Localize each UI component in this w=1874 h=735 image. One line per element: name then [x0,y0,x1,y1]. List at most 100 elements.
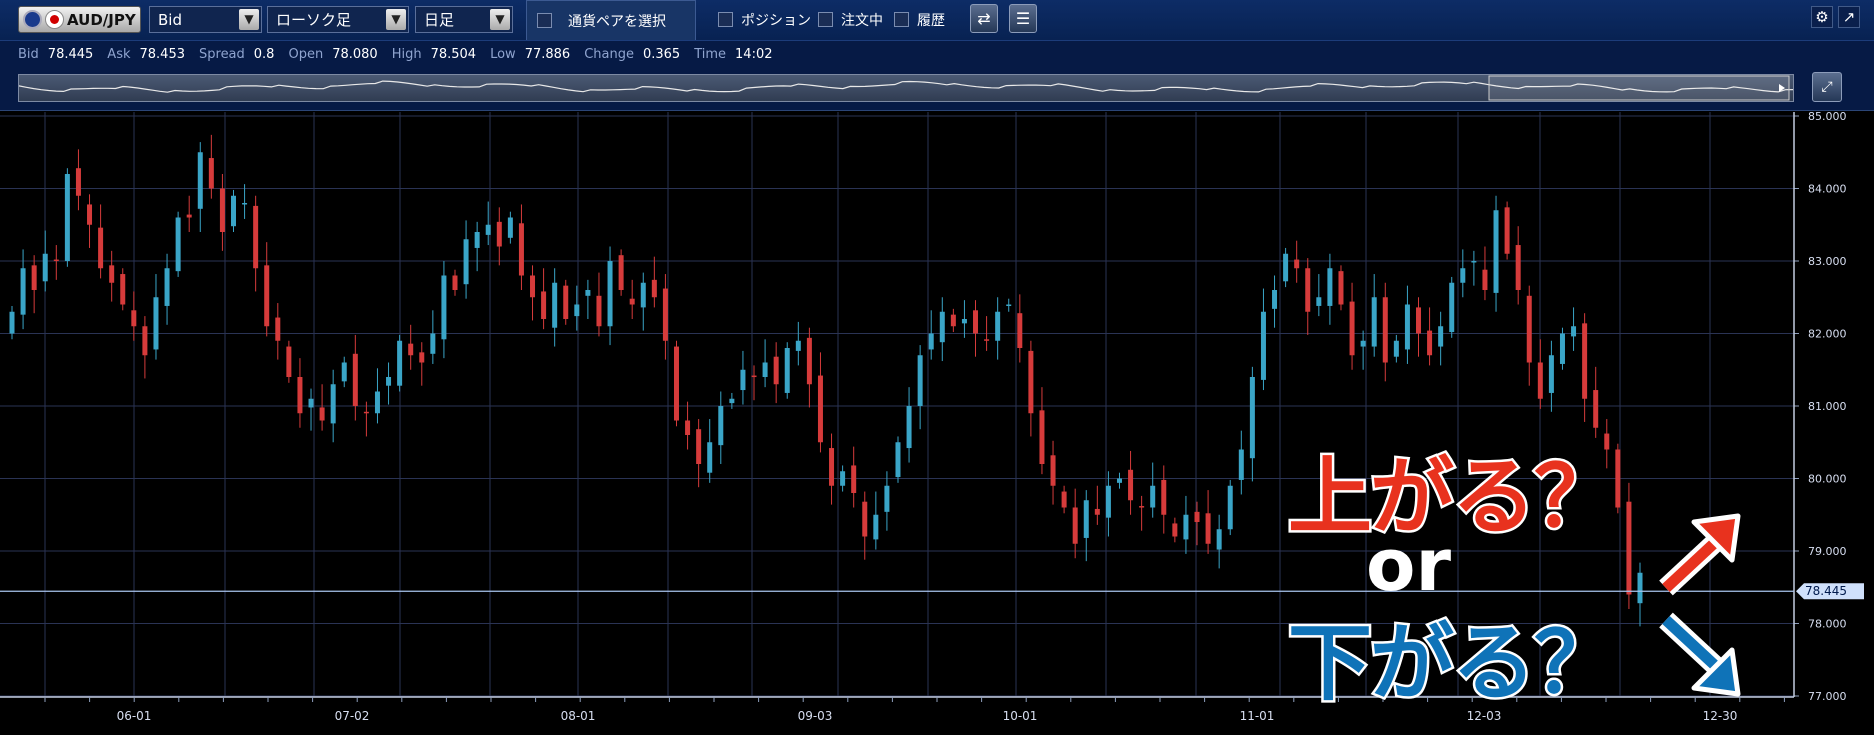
candle-body [696,429,702,464]
candle-body [297,377,303,414]
candle [1260,288,1266,391]
scroll-right-icon[interactable] [1779,84,1785,92]
candle-body [208,158,214,189]
history-checkbox[interactable] [894,12,909,27]
candle [208,134,214,199]
candle-body [917,355,923,406]
candle [552,268,558,347]
pair-select-checkbox[interactable] [537,13,552,28]
candle [419,342,425,386]
candle [984,316,990,351]
position-checkbox[interactable] [718,12,733,27]
candle [939,297,945,362]
candle-body [585,290,591,296]
candle-body [1482,269,1488,290]
y-tick-label: 85.000 [1808,112,1847,123]
candle-body [308,398,314,408]
candle [928,310,934,360]
candle-body [496,221,502,247]
candle-body [995,311,1001,341]
candle [9,305,15,340]
candle-body [1338,271,1344,305]
navigator-window-handle[interactable] [1488,75,1790,101]
candle [1548,340,1554,412]
orders-checkbox[interactable] [818,12,833,27]
gear-icon[interactable]: ⚙ [1811,6,1833,28]
candle-body [1382,297,1388,363]
candle [873,491,879,550]
y-tick-label: 81.000 [1808,400,1847,413]
candle [507,211,513,244]
candle [1349,282,1355,370]
x-tick-label: 11-01 [1240,709,1275,723]
candle [1493,195,1499,312]
candle [1593,366,1599,438]
symbol-selector[interactable]: AUD/JPY [18,6,141,33]
candle-body [1194,511,1200,522]
candlestick-chart[interactable]: 77.000 78.000 79.000 80.000 81.000 82.000 83.0… [0,112,1874,735]
history-toggle[interactable]: 履歴 [894,6,945,33]
candle [696,419,702,488]
candle-body [319,407,325,421]
candle-body [386,377,392,386]
popout-icon[interactable]: ↗ [1838,6,1860,28]
candle-body [264,265,270,327]
candle [75,149,81,211]
candle-body [596,295,602,327]
candle [1238,430,1244,495]
candles [9,134,1643,627]
candle-body [950,314,956,327]
navigator-scrollbar[interactable] [18,74,1794,102]
candle-body [87,204,93,225]
candle [1371,274,1377,357]
candle [973,300,979,357]
candle [1526,285,1532,386]
candle [463,220,469,299]
candle-body [1593,390,1599,428]
candle [729,392,735,409]
jpy-flag-icon [45,10,64,29]
position-toggle[interactable]: ポジション [718,6,811,33]
layout-icon[interactable]: ☰ [1009,4,1037,33]
candle-body [31,265,37,290]
candle [153,274,159,360]
candle [1227,479,1233,536]
candle [862,491,868,560]
candle-body [751,375,757,378]
candle-body [773,356,779,385]
chart-settings-icon[interactable]: ⇄ [970,4,998,33]
candle [1006,298,1012,312]
candle-body [906,406,912,449]
candle-body [1238,449,1244,480]
candle [884,471,890,531]
candle-body [1526,295,1532,363]
candle-body [42,253,48,282]
candle [430,310,436,364]
candle-body [341,362,347,382]
candle-body [640,282,646,308]
candle [264,242,270,337]
candle-body [9,311,15,334]
candle [829,433,835,505]
y-tick-label: 82.000 [1808,328,1847,341]
currency-pair-select[interactable]: 通貨ペアを選択 [526,0,696,40]
y-tick-label: 83.000 [1808,255,1847,268]
navigator-toggle-icon[interactable]: ⤢ [1812,72,1842,102]
candle [1382,282,1388,382]
candle [186,195,192,232]
candle-body [186,214,192,218]
candle-body [242,203,248,205]
candle-body [1537,362,1543,399]
price-type-select[interactable]: Bid ▼ [149,6,262,33]
down-question-text: 下がる？ [1285,612,1620,715]
timeframe-select[interactable]: 日足 ▼ [415,6,513,33]
candle-body [109,265,115,283]
candle [1294,240,1300,283]
timeframe-value: 日足 [424,11,455,29]
orders-toggle[interactable]: 注文中 [818,6,883,33]
candle [784,342,790,399]
candle-body [1393,340,1399,357]
candle-body [1438,326,1444,347]
chart-type-select[interactable]: ローソク足 ▼ [267,6,409,33]
candle [1128,450,1134,515]
